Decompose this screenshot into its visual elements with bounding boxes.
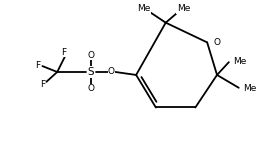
- Text: F: F: [62, 48, 67, 57]
- Text: Me: Me: [243, 84, 256, 93]
- Text: Me: Me: [177, 4, 190, 13]
- Text: F: F: [35, 61, 40, 70]
- Text: O: O: [87, 84, 94, 93]
- Text: O: O: [87, 51, 94, 60]
- Text: F: F: [40, 80, 45, 89]
- Text: Me: Me: [137, 4, 151, 13]
- Text: O: O: [108, 67, 115, 77]
- Text: Me: Me: [233, 57, 246, 66]
- Text: O: O: [213, 38, 220, 47]
- Text: S: S: [87, 67, 94, 77]
